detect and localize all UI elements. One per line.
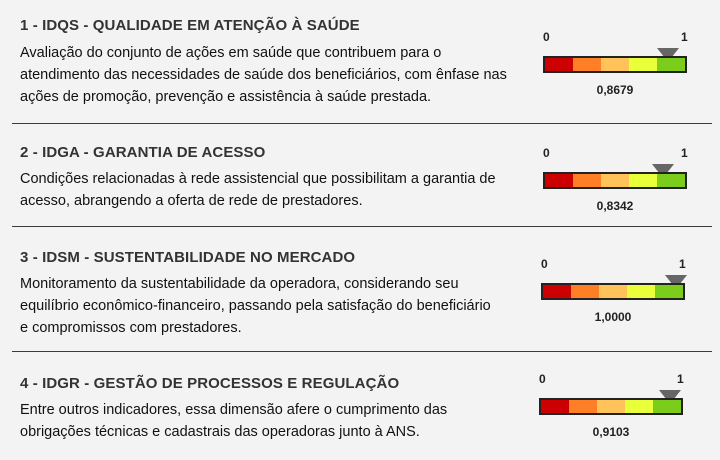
gauge-value: 0,8342 xyxy=(596,199,634,213)
gauge-segment-green xyxy=(657,58,685,71)
gauge-segment-red xyxy=(543,285,571,298)
gauge-segment-red xyxy=(541,400,569,413)
section-divider xyxy=(12,123,712,124)
gauge-segment-green xyxy=(653,400,681,413)
gauge-segment-light-orange xyxy=(601,58,629,71)
gauge-bar xyxy=(539,398,683,415)
gauge-value: 1,0000 xyxy=(594,310,632,324)
score-gauge: 0 1 0,9103 xyxy=(539,372,699,452)
gauge-max-label: 1 xyxy=(681,146,688,160)
section-divider xyxy=(12,226,712,227)
gauge-segment-orange xyxy=(569,400,597,413)
gauge-segment-yellow xyxy=(627,285,655,298)
section-title: 4 - IDGR - GESTÃO DE PROCESSOS E REGULAÇ… xyxy=(20,375,400,392)
section-description: Condições relacionadas à rede assistenci… xyxy=(20,171,496,209)
section-description: Entre outros indicadores, essa dimensão … xyxy=(20,402,448,440)
gauge-min-label: 0 xyxy=(541,257,548,271)
section-divider xyxy=(12,351,712,352)
gauge-segment-red xyxy=(545,58,573,71)
section-description: Monitoramento da sustentabilidade da ope… xyxy=(20,276,491,336)
score-gauge: 0 1 1,0000 xyxy=(541,257,701,337)
gauge-segment-light-orange xyxy=(597,400,625,413)
score-gauge: 0 1 0,8342 xyxy=(543,146,703,226)
gauge-segment-yellow xyxy=(629,58,657,71)
section-title: 3 - IDSM - SUSTENTABILIDADE NO MERCADO xyxy=(20,249,356,266)
gauge-segment-light-orange xyxy=(599,285,627,298)
gauge-segment-orange xyxy=(571,285,599,298)
gauge-bar xyxy=(543,172,687,189)
gauge-segment-orange xyxy=(573,58,601,71)
gauge-min-label: 0 xyxy=(539,372,546,386)
gauge-max-label: 1 xyxy=(679,257,686,271)
gauge-segment-yellow xyxy=(625,400,653,413)
gauge-segment-orange xyxy=(573,174,601,187)
gauge-min-label: 0 xyxy=(543,30,550,44)
gauge-bar xyxy=(541,283,685,300)
gauge-max-label: 1 xyxy=(677,372,684,386)
section-title: 2 - IDGA - GARANTIA DE ACESSO xyxy=(20,144,266,161)
section-title: 1 - IDQS - QUALIDADE EM ATENÇÃO À SAÚDE xyxy=(20,17,360,34)
gauge-min-label: 0 xyxy=(543,146,550,160)
gauge-segment-yellow xyxy=(629,174,657,187)
section-description: Avaliação do conjunto de ações em saúde … xyxy=(20,45,507,105)
gauge-segment-green xyxy=(655,285,683,298)
gauge-value: 0,9103 xyxy=(592,425,630,439)
score-gauge: 0 1 0,8679 xyxy=(543,30,703,110)
gauge-segment-light-orange xyxy=(601,174,629,187)
gauge-segment-red xyxy=(545,174,573,187)
gauge-value: 0,8679 xyxy=(596,83,634,97)
gauge-segment-green xyxy=(657,174,685,187)
gauge-max-label: 1 xyxy=(681,30,688,44)
gauge-bar xyxy=(543,56,687,73)
